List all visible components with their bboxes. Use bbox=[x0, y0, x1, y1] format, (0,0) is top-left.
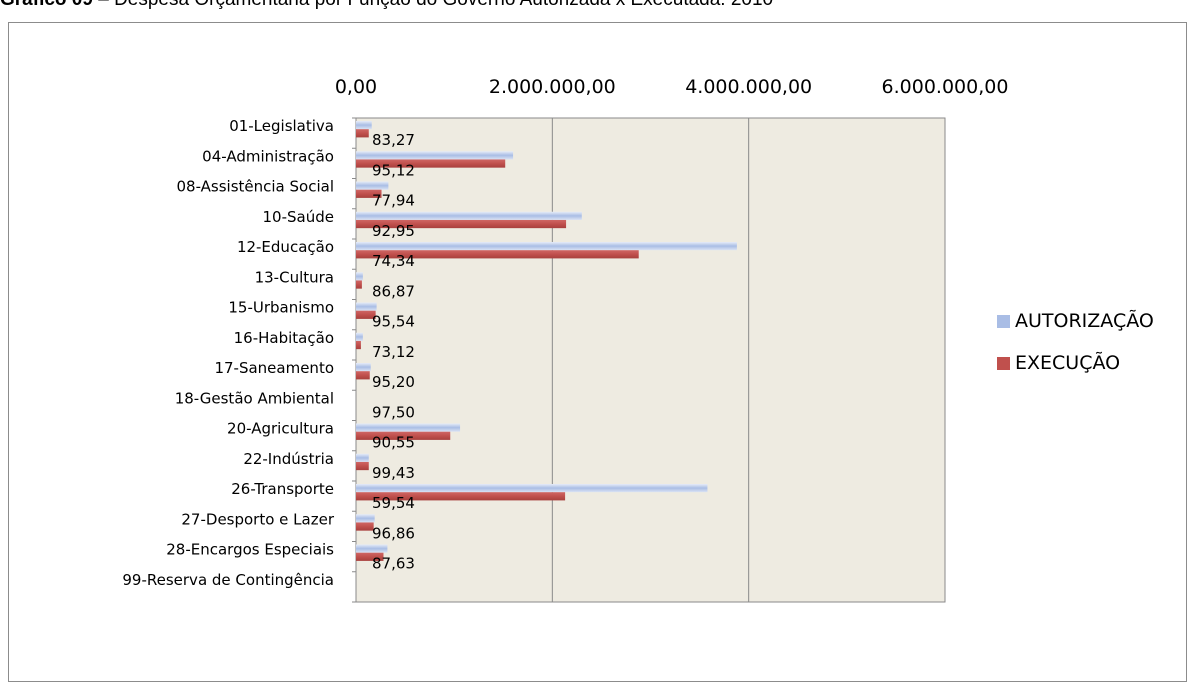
data-label: 77,94 bbox=[372, 192, 415, 210]
category-label: 99-Reserva de Contingência bbox=[122, 571, 334, 589]
bar-autorizacao bbox=[356, 514, 375, 523]
category-label: 13-Cultura bbox=[255, 268, 334, 286]
category-label: 04-Administração bbox=[202, 147, 334, 165]
legend-swatch-autorizacao bbox=[997, 314, 1010, 328]
bar-autorizacao bbox=[356, 211, 582, 220]
bar-execucao bbox=[356, 280, 362, 289]
data-label: 59,54 bbox=[372, 494, 415, 512]
data-label: 95,12 bbox=[372, 161, 415, 179]
page-title-text: – Despesa Orçamentária por Função do Gov… bbox=[98, 0, 773, 10]
x-tick-label: 4.000.000,00 bbox=[685, 76, 812, 98]
data-label: 86,87 bbox=[372, 282, 415, 300]
x-tick-label: 6.000.000,00 bbox=[882, 76, 1009, 98]
category-label: 08-Assistência Social bbox=[176, 178, 334, 196]
data-label: 73,12 bbox=[372, 343, 415, 361]
data-label: 90,55 bbox=[372, 434, 415, 452]
bar-execucao bbox=[356, 129, 369, 138]
bar-execucao bbox=[356, 250, 639, 259]
legend-swatch-execucao bbox=[997, 356, 1010, 370]
bar-execucao bbox=[356, 340, 361, 350]
category-label: 10-Saúde bbox=[263, 208, 334, 226]
category-label: 26-Transporte bbox=[231, 480, 334, 498]
data-label: 95,20 bbox=[372, 373, 415, 391]
category-label: 18-Gestão Ambiental bbox=[175, 389, 334, 407]
category-label: 15-Urbanismo bbox=[228, 299, 334, 317]
data-label: 97,50 bbox=[372, 403, 415, 421]
data-label: 74,34 bbox=[372, 252, 415, 270]
category-label: 27-Desporto e Lazer bbox=[181, 510, 334, 528]
legend-label-execucao: EXECUÇÃO bbox=[1015, 352, 1121, 374]
bar-autorizacao bbox=[356, 302, 377, 311]
category-label: 16-Habitação bbox=[234, 329, 334, 347]
data-label: 99,43 bbox=[372, 464, 415, 482]
bar-autorizacao bbox=[356, 423, 461, 432]
data-label: 96,86 bbox=[372, 524, 415, 542]
bar-autorizacao bbox=[356, 272, 363, 281]
bar-execucao bbox=[356, 159, 506, 168]
bar-autorizacao bbox=[356, 332, 363, 341]
bar-autorizacao bbox=[356, 121, 372, 130]
bar-autorizacao bbox=[356, 453, 369, 462]
data-label: 95,54 bbox=[372, 313, 415, 331]
page-title-prefix: Gráfico 09 bbox=[0, 0, 93, 10]
legend-label-autorizacao: AUTORIZAÇÃO bbox=[1015, 310, 1154, 332]
page-title: Gráfico 09 – Despesa Orçamentária por Fu… bbox=[0, 0, 773, 12]
bar-execucao bbox=[356, 189, 382, 198]
legend-item-autorizacao: AUTORIZAÇÃO bbox=[997, 306, 1154, 336]
bar-execucao bbox=[356, 552, 384, 561]
category-label: 20-Agricultura bbox=[227, 420, 334, 438]
category-label: 22-Indústria bbox=[243, 450, 334, 468]
category-label: 28-Encargos Especiais bbox=[166, 541, 334, 559]
bar-autorizacao bbox=[356, 484, 708, 493]
data-label: 92,95 bbox=[372, 222, 415, 240]
bar-autorizacao bbox=[356, 242, 737, 251]
legend: AUTORIZAÇÃO EXECUÇÃO bbox=[997, 306, 1154, 390]
bar-execucao bbox=[356, 431, 451, 440]
bar-execucao bbox=[356, 461, 369, 471]
bar-execucao bbox=[356, 310, 376, 319]
data-label: 87,63 bbox=[372, 555, 415, 573]
category-label: 17-Saneamento bbox=[214, 359, 334, 377]
bar-execucao bbox=[356, 219, 567, 229]
x-tick-label: 2.000.000,00 bbox=[489, 76, 616, 98]
bar-autorizacao bbox=[356, 363, 371, 372]
bar-autorizacao bbox=[356, 151, 514, 160]
bar-execucao bbox=[356, 492, 566, 501]
category-label: 12-Educação bbox=[237, 238, 334, 256]
bar-execucao bbox=[356, 522, 374, 531]
plot-area bbox=[355, 117, 946, 603]
bar-execucao bbox=[356, 371, 370, 380]
chart: 0,00 2.000.000,00 4.000.000,00 6.000.000,00… bbox=[122, 76, 1009, 603]
category-label: 01-Legislativa bbox=[229, 117, 334, 135]
data-label: 83,27 bbox=[372, 131, 415, 149]
x-tick-label: 0,00 bbox=[335, 76, 377, 98]
bar-autorizacao bbox=[356, 544, 388, 553]
legend-item-execucao: EXECUÇÃO bbox=[997, 348, 1154, 378]
bar-autorizacao bbox=[356, 181, 389, 190]
